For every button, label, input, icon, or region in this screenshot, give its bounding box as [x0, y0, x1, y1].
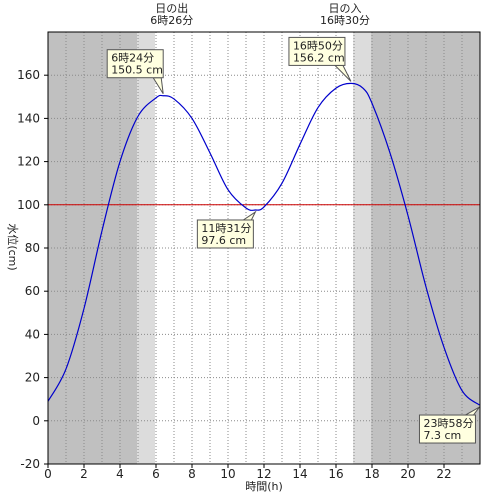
sun-label-time: 6時26分 [150, 14, 193, 27]
x-tick-label: 2 [80, 467, 88, 481]
annotation-box [418, 414, 476, 444]
sun-label-title: 日の入 [329, 2, 362, 15]
y-axis-label: 水位(cm) [6, 223, 20, 270]
y-tick-label: 160 [17, 68, 40, 82]
x-tick-label: 0 [44, 467, 52, 481]
y-tick-label: 140 [17, 111, 40, 125]
x-tick-label: 18 [364, 467, 379, 481]
y-tick-label: 80 [25, 241, 40, 255]
y-tick-label: 100 [17, 198, 40, 212]
annotation-time: 23時58分 [423, 417, 473, 430]
x-tick-label: 8 [188, 467, 196, 481]
sun-label-title: 日の出 [155, 1, 188, 15]
x-tick-label: 4 [116, 467, 124, 481]
annotation-value: 97.6 cm [201, 234, 246, 247]
y-tick-label: -20 [20, 457, 40, 471]
x-tick-label: 20 [400, 467, 415, 481]
x-tick-label: 16 [328, 467, 343, 481]
y-tick-label: 60 [25, 284, 40, 298]
annotation-time: 11時31分 [201, 222, 251, 235]
annotation-time: 6時24分 [111, 52, 154, 65]
x-axis-label: 時間(h) [245, 480, 283, 493]
twilight-band-morning [137, 32, 156, 464]
series-group [47, 82, 480, 406]
y-tick-label: 40 [25, 327, 40, 341]
annotation-value: 7.3 cm [423, 429, 461, 442]
axes: 0 2 4 6 8 10 12 14 16 18 20 22 -20 0 20 40 60 80 100 120 140… [17, 1, 481, 481]
x-tick-label: 14 [292, 467, 307, 481]
sun-label-time: 16時30分 [320, 14, 370, 27]
x-tick-label: 6 [152, 467, 160, 481]
series-line [47, 82, 480, 406]
x-tick-label: 22 [436, 467, 451, 481]
y-tick-label: 0 [32, 414, 40, 428]
x-tick-label: 12 [256, 467, 271, 481]
annotation-value: 150.5 cm [111, 64, 163, 77]
x-tick-label: 10 [220, 467, 235, 481]
annotation-value: 156.2 cm [293, 51, 345, 64]
y-tick-label: 120 [17, 155, 40, 169]
annotation-box [196, 219, 254, 249]
night-band-morning [48, 32, 138, 464]
annotation-box [106, 49, 164, 79]
twilight-band-evening [353, 32, 372, 464]
annotation-box [288, 36, 346, 66]
day-band [155, 32, 354, 464]
annotation-time: 16時50分 [293, 39, 343, 52]
y-tick-label: 20 [25, 371, 40, 385]
